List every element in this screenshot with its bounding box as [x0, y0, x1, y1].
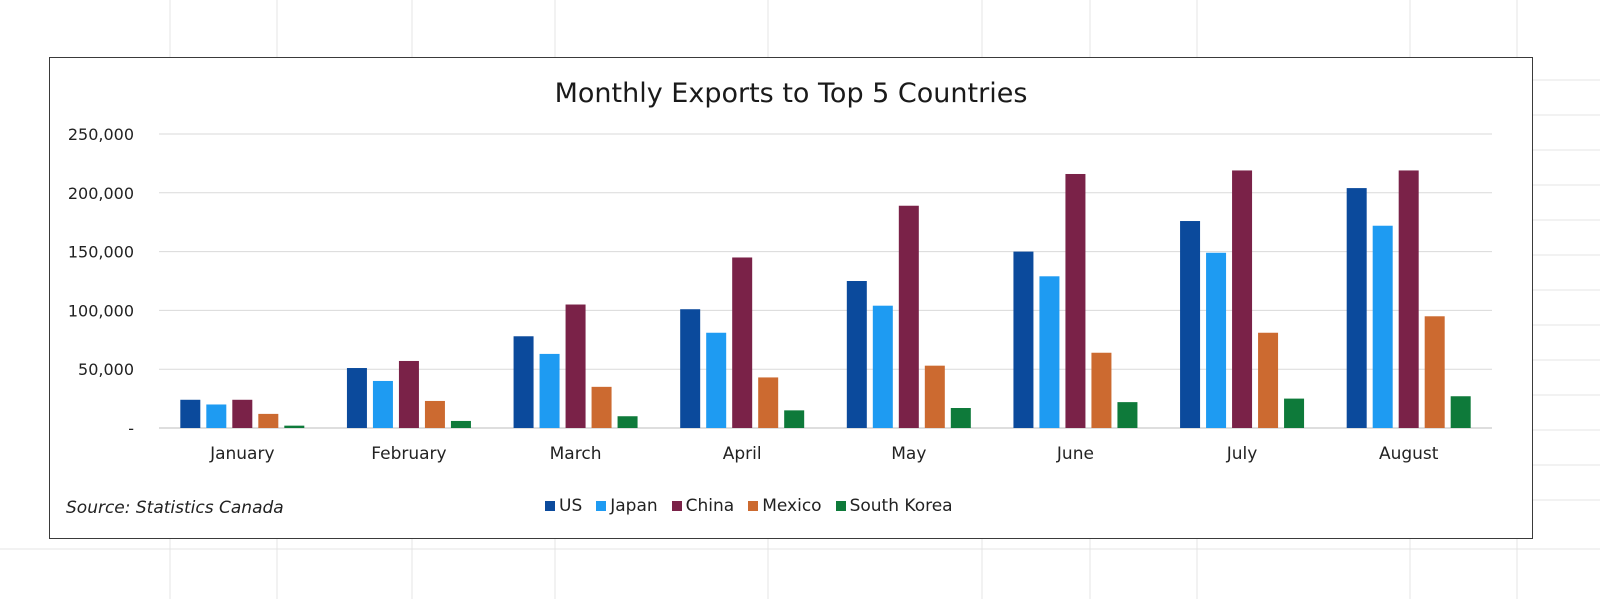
plot-area: - 50,000 100,000 150,000 200,000 250,000 Janua… — [68, 125, 1492, 464]
bar-china — [1398, 170, 1419, 428]
bar-south-korea — [950, 408, 971, 428]
y-tick-label: 150,000 — [68, 243, 134, 262]
legend-label: China — [685, 496, 735, 516]
x-tick-label: April — [723, 444, 762, 464]
legend-item-mexico: Mexico — [748, 496, 822, 516]
x-tick-label: January — [209, 444, 274, 464]
bar-mexico — [424, 400, 445, 428]
bar-us — [346, 368, 367, 428]
y-tick-label: 250,000 — [68, 125, 134, 144]
legend-swatch — [596, 501, 607, 511]
bar-japan — [872, 305, 893, 428]
bar-south-korea — [1284, 398, 1305, 428]
x-tick-label: May — [891, 444, 926, 464]
bar-japan — [1206, 252, 1227, 428]
y-tick-label: 50,000 — [78, 360, 134, 379]
legend-item-japan: Japan — [596, 496, 658, 516]
bar-china — [1232, 170, 1253, 428]
bar-mexico — [591, 386, 612, 428]
bar-mexico — [258, 413, 279, 428]
bar-us — [680, 309, 701, 428]
bar-china — [898, 205, 919, 428]
bar-japan — [372, 380, 393, 428]
bar-mexico — [1091, 352, 1112, 428]
x-tick-label: August — [1379, 444, 1439, 464]
bar-japan — [1039, 276, 1060, 428]
legend-label: Japan — [610, 496, 658, 516]
bar-china — [232, 399, 253, 428]
bar-south-korea — [784, 410, 805, 428]
bar-china — [732, 257, 753, 428]
bar-mexico — [1424, 316, 1445, 428]
bar-japan — [1372, 225, 1393, 428]
bar-south-korea — [450, 420, 471, 428]
bar-mexico — [758, 377, 779, 428]
legend-swatch — [545, 501, 555, 511]
bar-us — [1346, 188, 1367, 428]
y-tick-label: 100,000 — [68, 301, 134, 320]
bar-mexico — [924, 365, 945, 428]
legend-label: US — [559, 496, 583, 516]
bar-japan — [539, 353, 560, 428]
x-tick-label: February — [371, 444, 446, 464]
bar-china — [1065, 173, 1086, 428]
bar-south-korea — [617, 416, 638, 428]
bar-us — [180, 399, 201, 428]
bar-japan — [206, 404, 227, 428]
legend: US Japan China Mexico South Korea — [545, 496, 967, 516]
legend-item-south-korea: South Korea — [835, 496, 953, 516]
x-tick-label: June — [1056, 444, 1094, 464]
legend-label: Mexico — [762, 496, 822, 516]
bar-china — [565, 304, 586, 428]
x-tick-label: July — [1226, 444, 1258, 464]
bar-us — [846, 281, 867, 428]
legend-swatch — [835, 501, 846, 511]
legend-swatch — [748, 501, 759, 511]
bar-south-korea — [1117, 402, 1138, 428]
chart-container: Monthly Exports to Top 5 Countries - 50,0… — [49, 57, 1533, 539]
bar-japan — [706, 332, 727, 428]
legend-item-us: US — [545, 496, 582, 516]
x-tick-label: March — [550, 444, 602, 464]
y-tick-label: - — [128, 419, 134, 438]
bar-china — [398, 360, 419, 428]
source-note: Source: Statistics Canada — [66, 498, 284, 518]
bar-us — [1180, 221, 1201, 428]
bar-us — [1013, 251, 1034, 428]
chart-title: Monthly Exports to Top 5 Countries — [554, 78, 1028, 109]
bar-mexico — [1258, 332, 1279, 428]
bar-south-korea — [284, 425, 305, 428]
bar-us — [513, 336, 534, 428]
legend-item-china: China — [671, 496, 735, 516]
y-tick-label: 200,000 — [68, 184, 134, 203]
legend-swatch — [671, 501, 682, 511]
bar-south-korea — [1450, 396, 1471, 428]
legend-label: South Korea — [849, 496, 953, 516]
